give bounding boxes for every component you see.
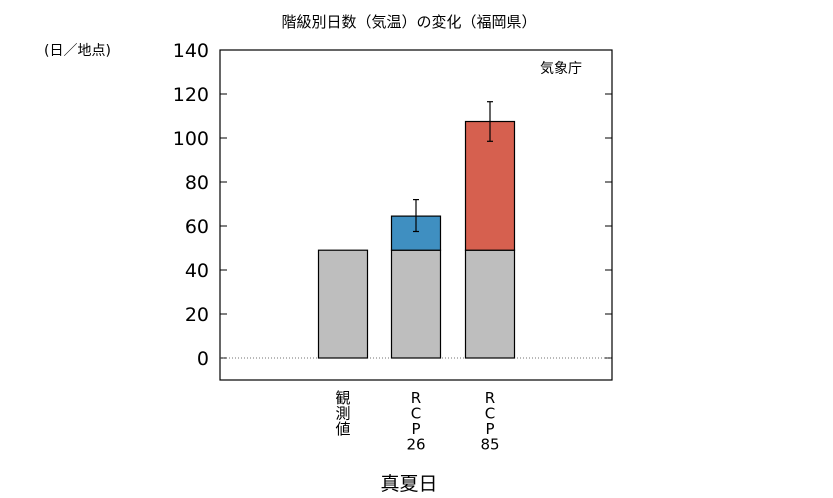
x-tick-label: 観: [335, 389, 350, 407]
y-unit-label: (日／地点): [44, 43, 111, 59]
x-tick-label: C: [485, 405, 495, 423]
y-tick-label: 40: [185, 260, 209, 282]
bar-increase: [464, 120, 516, 251]
plot-frame: [219, 49, 613, 381]
y-tick-label: 60: [185, 216, 209, 238]
y-tick-label: 0: [197, 348, 209, 370]
y-tick-label: 140: [173, 40, 209, 62]
x-tick-label: 値: [335, 420, 350, 438]
chart-title: 階級別日数（気温）の変化（福岡県）: [281, 13, 536, 31]
x-tick-label: C: [411, 405, 421, 423]
x-tick-label: P: [411, 420, 420, 438]
x-tick-label: P: [485, 420, 494, 438]
bars: [317, 101, 516, 359]
bar-base: [464, 249, 516, 359]
x-tick-label: R: [411, 389, 421, 407]
source-label: 気象庁: [540, 61, 582, 77]
x-axis-title: 真夏日: [380, 473, 437, 495]
bar-base: [390, 249, 442, 359]
y-axis: 0 20 40 60 80 100 120 140: [173, 40, 612, 370]
y-tick-label: 20: [185, 304, 209, 326]
y-tick-label: 100: [173, 128, 209, 150]
x-tick-label: R: [485, 389, 495, 407]
x-tick-label: 測: [335, 405, 350, 423]
y-tick-label: 80: [185, 172, 209, 194]
bar-base: [317, 249, 369, 359]
x-tick-label: 85: [480, 436, 499, 454]
y-tick-label: 120: [173, 84, 209, 106]
x-tick-label: 26: [406, 436, 425, 454]
